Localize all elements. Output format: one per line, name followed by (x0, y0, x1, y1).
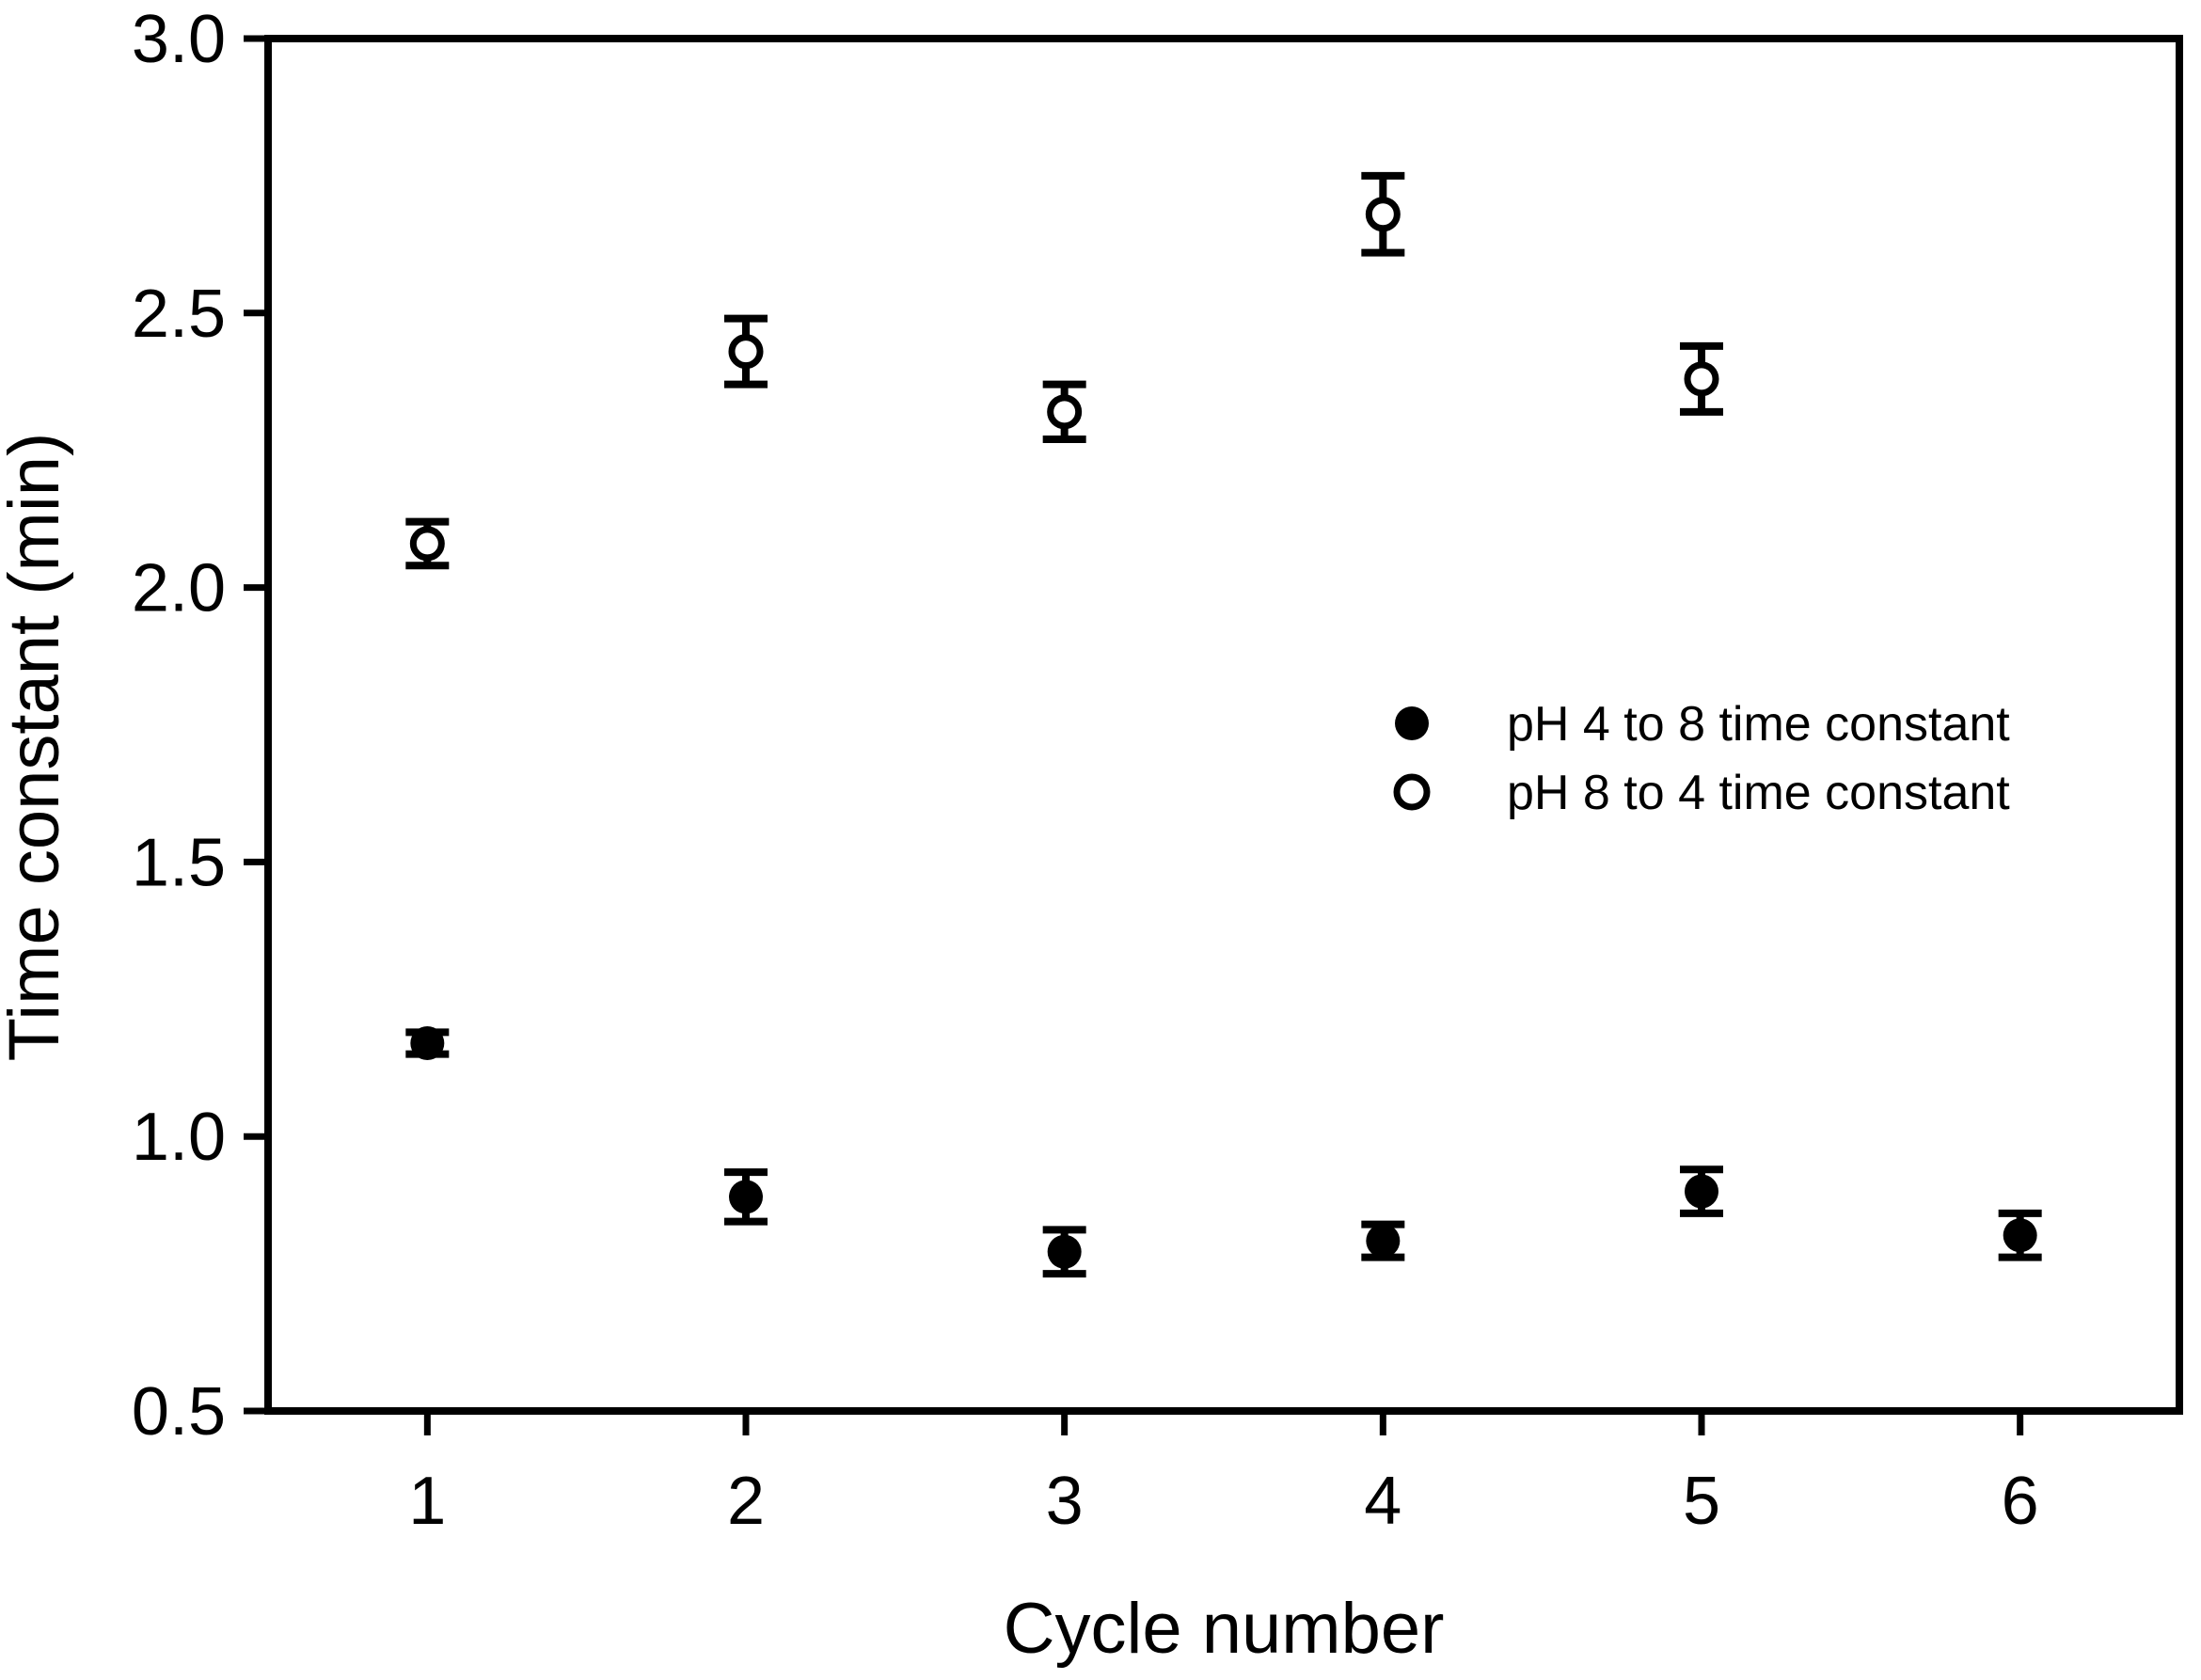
series-ph-4-to-8 (405, 1025, 2042, 1278)
y-tick-label-1.5: 1.5 (132, 825, 226, 900)
y-tick-label-2.0: 2.0 (132, 551, 226, 626)
y-tick-label-2.5: 2.5 (132, 277, 226, 352)
open-circle-marker (409, 526, 445, 562)
y-tick-label-3.0: 3.0 (132, 2, 226, 77)
x-tick-label-1: 1 (408, 1464, 446, 1539)
data-point-s2-cycle-1 (405, 517, 450, 570)
x-axis-label: Cycle number (1004, 1589, 1445, 1669)
y-axis-ticks: 3.0 2.5 2.0 1.5 1.0 0.5 (132, 2, 268, 1450)
x-tick-label-3: 3 (1046, 1464, 1084, 1539)
filled-circle-marker (1047, 1234, 1082, 1269)
filled-circle-marker (729, 1180, 763, 1214)
filled-circle-marker (1685, 1174, 1718, 1209)
legend-label-ph-8-to-4: pH 8 to 4 time constant (1507, 766, 2010, 820)
data-point-s1-cycle-2 (724, 1168, 768, 1226)
open-circle-marker (728, 334, 764, 370)
data-point-s2-cycle-4 (1361, 171, 1405, 257)
x-axis-ticks: 1 2 3 4 5 6 (408, 1411, 2039, 1539)
open-circle-marker (1047, 394, 1083, 430)
filled-circle-marker (410, 1025, 445, 1060)
data-point-s1-cycle-4 (1361, 1220, 1405, 1261)
x-tick-label-5: 5 (1683, 1464, 1720, 1539)
series-ph-8-to-4 (405, 171, 1723, 570)
open-circle-marker (1365, 197, 1401, 232)
data-point-s2-cycle-5 (1680, 341, 1723, 416)
legend: pH 4 to 8 time constant pH 8 to 4 time c… (1393, 697, 2010, 820)
plot-frame (264, 35, 2183, 1415)
x-tick-label-2: 2 (727, 1464, 765, 1539)
data-point-s1-cycle-1 (405, 1025, 450, 1060)
y-tick-label-1.0: 1.0 (132, 1100, 226, 1175)
y-axis-label: Time constant (min) (0, 433, 74, 1062)
legend-label-ph-4-to-8: pH 4 to 8 time constant (1507, 697, 2010, 752)
legend-marker-open-circle-icon (1393, 773, 1431, 811)
x-tick-label-6: 6 (2002, 1464, 2039, 1539)
y-tick-label-0.5: 0.5 (132, 1374, 226, 1450)
open-circle-marker (1684, 361, 1719, 397)
filled-circle-marker (2003, 1218, 2037, 1253)
x-tick-label-4: 4 (1364, 1464, 1401, 1539)
data-point-s1-cycle-3 (1042, 1226, 1086, 1278)
data-point-s1-cycle-6 (1998, 1209, 2042, 1261)
data-point-s2-cycle-2 (724, 314, 768, 388)
data-point-s2-cycle-3 (1042, 380, 1086, 444)
data-point-s1-cycle-5 (1680, 1165, 1723, 1217)
data-points-layer (405, 171, 2042, 1278)
filled-circle-marker (1366, 1224, 1401, 1259)
legend-marker-filled-circle-icon (1395, 706, 1429, 740)
